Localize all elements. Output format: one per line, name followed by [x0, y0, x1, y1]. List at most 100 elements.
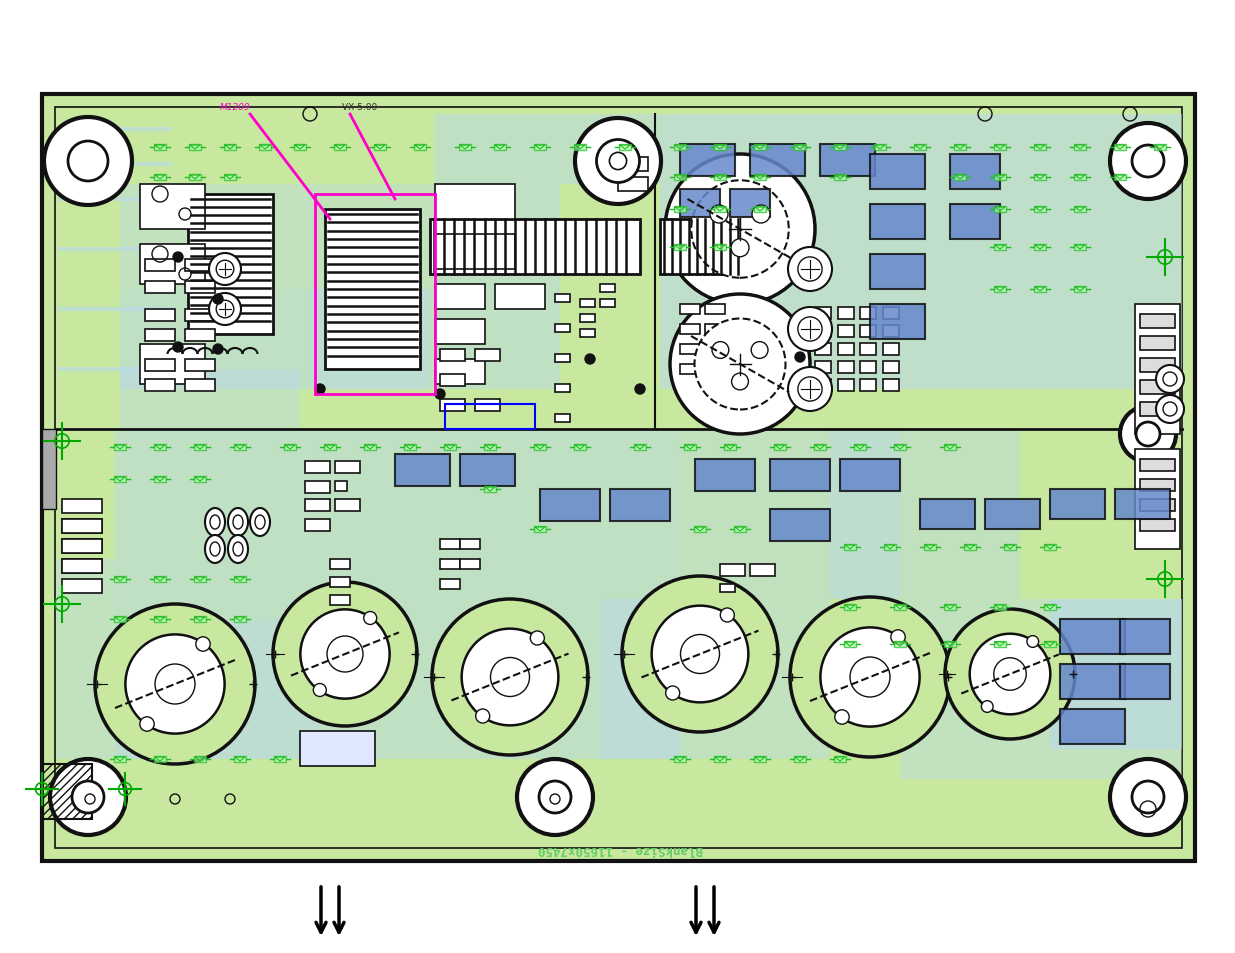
Bar [233, 577, 246, 582]
Ellipse shape [205, 536, 225, 563]
Bar [534, 444, 546, 451]
Bar [440, 375, 466, 387]
Bar [574, 145, 585, 151]
Bar [555, 355, 571, 363]
Circle shape [475, 709, 490, 723]
Bar [440, 539, 459, 550]
Bar [224, 174, 236, 181]
Bar [695, 459, 755, 492]
Bar [1153, 145, 1166, 151]
Bar [1074, 207, 1086, 213]
Ellipse shape [228, 509, 248, 537]
Polygon shape [830, 430, 900, 599]
Bar [1114, 145, 1126, 151]
Polygon shape [1050, 599, 1182, 749]
Circle shape [788, 308, 832, 352]
Bar [140, 245, 205, 285]
Bar [555, 385, 571, 393]
Bar [185, 310, 215, 322]
Circle shape [752, 206, 769, 224]
Bar [62, 559, 103, 574]
Bar [459, 145, 471, 151]
Polygon shape [600, 599, 830, 760]
Bar [1034, 207, 1046, 213]
Bar [185, 330, 215, 341]
Ellipse shape [210, 542, 220, 557]
Bar [834, 145, 846, 151]
Bar [1140, 459, 1174, 472]
Bar [233, 757, 246, 762]
Bar [834, 757, 846, 762]
Circle shape [664, 154, 815, 305]
Bar [555, 415, 571, 422]
Circle shape [731, 239, 748, 257]
Bar [194, 476, 206, 482]
Circle shape [156, 664, 195, 704]
Bar [853, 444, 866, 451]
Bar [794, 145, 806, 151]
Circle shape [538, 781, 571, 813]
Circle shape [209, 253, 241, 286]
Bar [834, 174, 846, 181]
Bar [574, 444, 585, 451]
Bar [194, 757, 206, 762]
Bar [224, 145, 236, 151]
Bar [619, 145, 631, 151]
Bar [1140, 358, 1174, 373]
Bar [724, 444, 736, 451]
Bar [769, 459, 830, 492]
Bar [839, 361, 853, 374]
Bar [680, 345, 700, 355]
Bar [1135, 450, 1179, 550]
Bar [1074, 174, 1086, 181]
Bar [750, 145, 805, 177]
Bar [1074, 145, 1086, 151]
Bar [140, 345, 205, 385]
Bar [445, 444, 456, 451]
Bar [1120, 664, 1170, 700]
Bar [674, 245, 685, 251]
Bar [860, 379, 876, 392]
Circle shape [609, 153, 626, 171]
Bar [883, 361, 899, 374]
Bar [994, 641, 1007, 647]
Circle shape [72, 781, 104, 813]
Circle shape [314, 684, 326, 697]
Text: M1209: M1209 [220, 103, 251, 112]
Polygon shape [310, 185, 435, 390]
Bar [869, 154, 925, 190]
Circle shape [798, 257, 823, 282]
Bar [459, 539, 480, 550]
Bar [114, 476, 126, 482]
Bar [634, 444, 646, 451]
Bar [894, 444, 906, 451]
Bar [580, 330, 595, 337]
Bar [714, 145, 726, 151]
Bar [755, 174, 766, 181]
Bar [189, 145, 201, 151]
Bar [600, 299, 615, 308]
Circle shape [585, 355, 595, 365]
Bar [284, 444, 296, 451]
Bar [555, 294, 571, 303]
Bar [335, 499, 359, 512]
Bar [840, 459, 900, 492]
Bar [233, 617, 246, 622]
Bar [440, 350, 466, 361]
Circle shape [327, 637, 363, 672]
Bar [839, 379, 853, 392]
Bar [274, 757, 287, 762]
Circle shape [49, 760, 126, 835]
Bar [62, 519, 103, 534]
Circle shape [850, 658, 890, 698]
Circle shape [710, 206, 727, 224]
Bar [914, 145, 926, 151]
Bar [750, 564, 776, 577]
Ellipse shape [228, 536, 248, 563]
Bar [42, 95, 1195, 862]
Bar [680, 365, 700, 375]
Polygon shape [120, 370, 300, 430]
Ellipse shape [205, 509, 225, 537]
Polygon shape [120, 185, 310, 290]
Bar [1050, 490, 1105, 519]
